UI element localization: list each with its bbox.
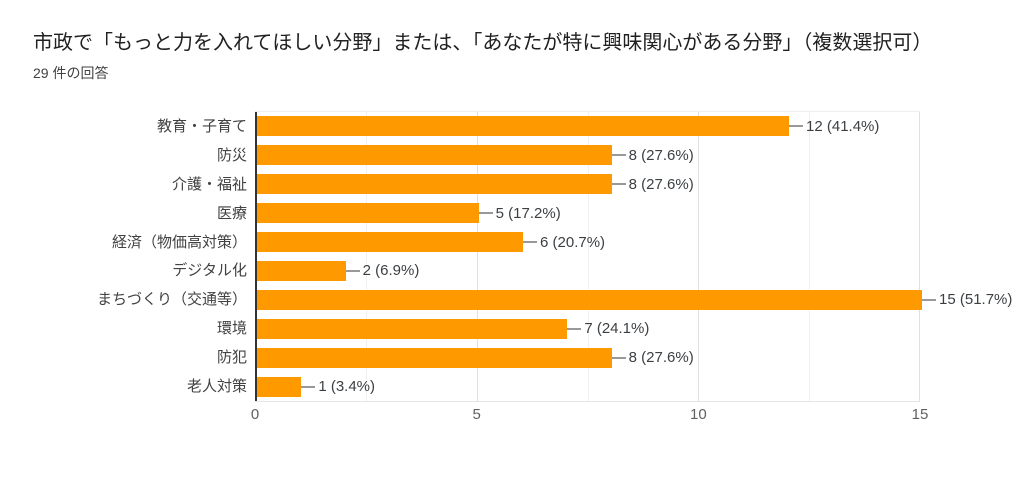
x-tick-label: 15 [911, 406, 929, 423]
category-label: 介護・福祉 [171, 175, 247, 193]
minor-gridline [809, 112, 811, 401]
value-label: 5 (17.2%) [495, 204, 561, 222]
category-label: まちづくり（交通等） [96, 291, 247, 309]
bar[interactable] [257, 318, 568, 339]
category-axis: 教育・子育て防災介護・福祉医療経済（物価高対策） デジタル化まちづくり（交通等） 環… [0, 111, 247, 400]
category-label: 防災 [216, 146, 247, 164]
bar[interactable] [257, 203, 479, 224]
value-callout-line [611, 154, 626, 157]
minor-gridline [365, 112, 367, 401]
major-gridline [919, 112, 920, 401]
value-label: 2 (6.9%) [362, 262, 420, 280]
value-label: 1 (3.4%) [318, 378, 376, 396]
value-label: 7 (24.1%) [584, 320, 650, 338]
category-label: 環境 [216, 320, 247, 338]
chart-title: 市政で「もっと力を入れてほしい分野」または、「あなたが特に興味関心がある分野」（… [33, 32, 933, 54]
value-callout-line [523, 241, 537, 244]
bar[interactable] [257, 289, 922, 310]
value-callout-line [922, 298, 936, 301]
value-callout-line [789, 125, 803, 128]
x-tick-label: 0 [250, 406, 260, 423]
bar[interactable] [257, 347, 612, 368]
x-tick-label: 5 [472, 406, 481, 423]
major-gridline [476, 112, 478, 401]
category-label: 経済（物価高対策） [111, 233, 247, 251]
bar[interactable] [257, 376, 302, 397]
category-label: 防犯 [216, 349, 247, 367]
value-label: 6 (20.7%) [540, 233, 606, 251]
value-callout-line [301, 385, 316, 388]
category-label: 老人対策 [186, 378, 247, 396]
bar[interactable] [257, 232, 523, 253]
bar[interactable] [257, 145, 612, 166]
value-label: 8 (27.6%) [628, 349, 694, 367]
value-callout-line [345, 269, 360, 272]
value-callout-line [478, 212, 493, 215]
value-callout-line [611, 356, 626, 359]
value-label: 8 (27.6%) [628, 175, 694, 193]
value-callout-line [567, 327, 582, 330]
value-label: 12 (41.4%) [806, 117, 880, 135]
x-tick-label: 10 [689, 406, 707, 423]
category-label: デジタル化 [172, 262, 247, 280]
bar[interactable] [257, 116, 789, 137]
bar[interactable] [257, 260, 346, 281]
value-callout-line [611, 183, 626, 186]
category-label: 医療 [216, 204, 247, 222]
plot-area: 12 (41.4%) 8 (27.6%) 8 (27.6%) 5 (17.2%) 6 (… [255, 111, 1012, 402]
value-label: 8 (27.6%) [628, 146, 694, 164]
value-axis: 0 5 10 15 [251, 406, 929, 428]
response-count: 29 件の回答 [33, 65, 109, 81]
bar[interactable] [257, 174, 612, 195]
minor-gridline [587, 112, 589, 401]
major-gridline [698, 112, 700, 401]
value-label: 15 (51.7%) [939, 291, 1013, 309]
axis-baseline [255, 112, 257, 401]
category-label: 教育・子育て [156, 117, 247, 135]
